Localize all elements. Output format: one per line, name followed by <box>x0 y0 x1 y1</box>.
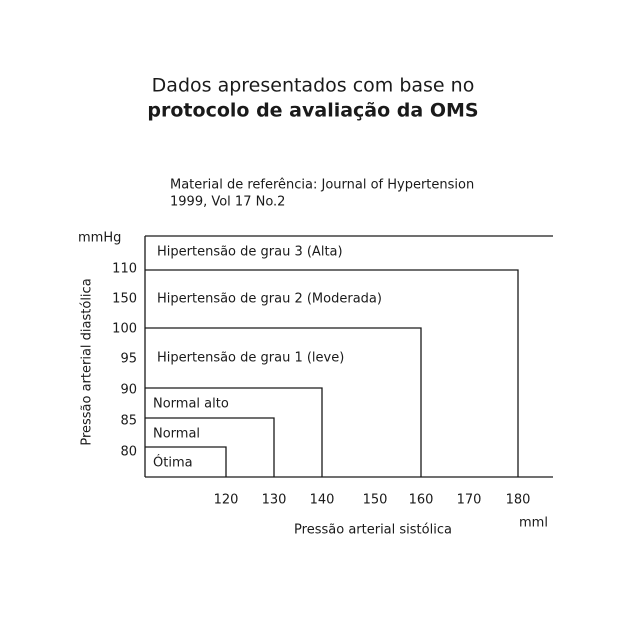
x-label: 150 <box>363 493 388 508</box>
x-label: 160 <box>409 493 434 508</box>
y-label: 95 <box>120 352 137 367</box>
zone-label: Hipertensão de grau 2 (Moderada) <box>157 292 382 307</box>
x-label: 130 <box>262 493 287 508</box>
zone-box <box>145 417 275 477</box>
x-label: 180 <box>506 493 531 508</box>
zone-box <box>145 327 422 477</box>
y-label: 150 <box>112 292 137 307</box>
zone-label: Hipertensão de grau 3 (Alta) <box>157 245 343 260</box>
title: Dados apresentados com base no <box>152 75 475 97</box>
reference: 1999, Vol 17 No.2 <box>170 195 285 210</box>
x-label: 140 <box>310 493 335 508</box>
title-bold: protocolo de avaliação da OMS <box>147 100 478 122</box>
x-label: 120 <box>214 493 239 508</box>
y-unit: mmHg <box>78 231 121 246</box>
y-label: 100 <box>112 322 137 337</box>
y-label: 90 <box>120 383 137 398</box>
y-label: 110 <box>112 262 137 277</box>
reference: Material de referência: Journal of Hyper… <box>170 178 474 193</box>
y-label: 80 <box>120 445 137 460</box>
x-label: 170 <box>457 493 482 508</box>
zone-label: Normal <box>153 427 200 442</box>
labels: 110 150 100 95 90 85 80 120 130 140 150 160 170 180 Hi… <box>112 245 530 508</box>
zone-box <box>145 269 519 477</box>
zone-box <box>145 387 323 477</box>
zone-label: Normal alto <box>153 397 229 412</box>
zone-label: Ótima <box>153 455 193 471</box>
y-label: 85 <box>120 414 137 429</box>
x-axis-title: Pressão arterial sistólica <box>294 523 452 538</box>
x-unit: mml <box>519 516 548 531</box>
y-axis-title: Pressão arterial diastólica <box>80 278 95 445</box>
zone-label: Hipertensão de grau 1 (leve) <box>157 351 344 366</box>
zone-box <box>145 446 227 477</box>
